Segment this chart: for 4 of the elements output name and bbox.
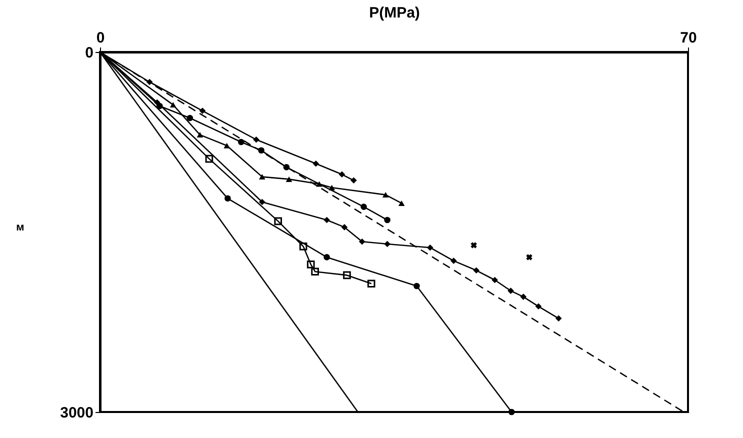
x-axis-title: P(MPa) (369, 4, 420, 22)
y-tick-label: 3000 (60, 404, 94, 422)
y-axis-title: м (16, 222, 24, 234)
x-tick-label: 70 (680, 30, 697, 46)
